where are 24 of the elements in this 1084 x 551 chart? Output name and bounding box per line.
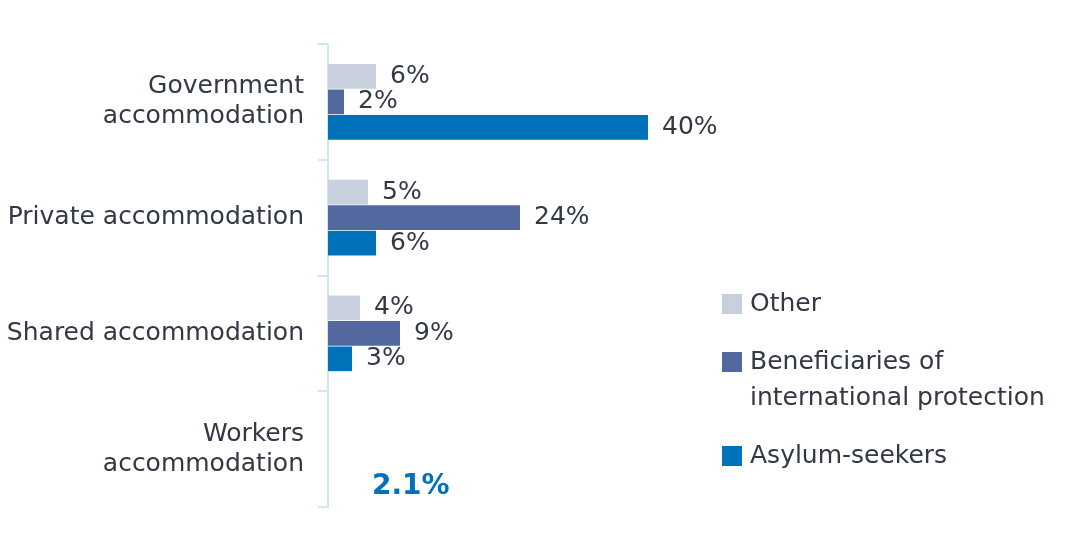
data-label: 24% [534,201,590,231]
data-label: 6% [390,226,430,256]
data-label: 5% [382,175,422,205]
bar [328,321,400,346]
legend-label: Beneficiaries of international protection [750,345,1046,413]
bar [328,205,520,230]
data-label: 4% [374,291,414,321]
legend-label: Other [750,287,821,319]
bar [328,179,368,205]
y-tick-label: Shared accommodation [6,316,304,346]
bar [328,64,376,89]
bar [328,114,648,140]
y-tick-label: Workers accommodation [102,417,304,477]
y-tick-label: Private accommodation [7,201,304,231]
bar [328,230,376,256]
data-label: 9% [414,316,454,346]
bar [328,346,352,372]
data-label: 3% [366,342,406,372]
data-label: 40% [662,110,718,140]
bar [328,89,344,115]
bar [328,295,360,321]
legend-label: Asylum-seekers [750,439,948,471]
annotation: 2.1% [372,468,450,502]
y-tick-label: Government accommodation [102,70,305,130]
